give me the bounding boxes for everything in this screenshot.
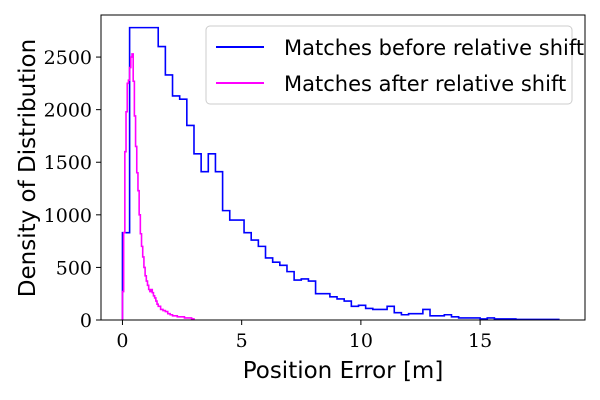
- legend: Matches before relative shift Matches af…: [205, 25, 584, 105]
- y-tick-label-500: 500: [56, 257, 92, 279]
- y-tick-label-2000: 2000: [44, 100, 92, 122]
- x-tick-label-10: 10: [349, 330, 373, 352]
- legend-box: [205, 25, 573, 105]
- x-axis-label: Position Error [m]: [243, 358, 444, 384]
- series-line-1: [121, 53, 195, 320]
- y-tick-label-1500: 1500: [44, 152, 92, 174]
- series-layer: [121, 26, 560, 321]
- series-line-0: [121, 26, 560, 321]
- y-tick-label-1000: 1000: [44, 205, 92, 227]
- plot-frame: [100, 14, 586, 321]
- x-tick-label-5: 5: [236, 330, 248, 352]
- ticks-layer: 0 5 10 15 0 500 1000 1500 2000 2500: [44, 47, 493, 352]
- y-axis-label: Density of Distribution: [15, 39, 41, 297]
- legend-label-after: Matches after relative shift: [284, 72, 566, 96]
- x-tick-label-15: 15: [468, 330, 492, 352]
- y-tick-label-2500: 2500: [44, 47, 92, 69]
- legend-label-before: Matches before relative shift: [284, 36, 584, 60]
- y-tick-label-0: 0: [80, 310, 92, 332]
- x-tick-label-0: 0: [116, 330, 128, 352]
